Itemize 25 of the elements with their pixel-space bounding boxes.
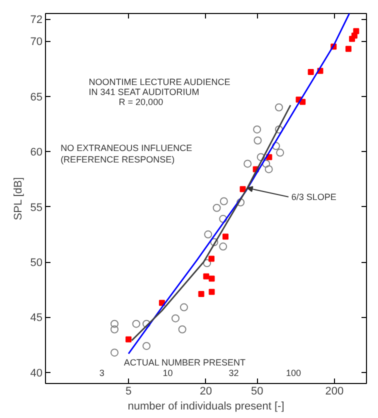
y-tick-label: 40 bbox=[30, 367, 43, 380]
annotation: (REFERENCE RESPONSE) bbox=[60, 154, 175, 164]
annotation: 6/3 SLOPE bbox=[291, 192, 336, 202]
annotation: 32 bbox=[228, 368, 239, 378]
x-tick-label: 200 bbox=[325, 386, 344, 398]
x-axis-title: number of individuals present [-] bbox=[128, 400, 284, 412]
annotation: R = 20,000 bbox=[118, 96, 164, 107]
annotation: NOONTIME LECTURE AUDIENCE bbox=[88, 76, 230, 87]
annotation: 100 bbox=[286, 368, 302, 378]
y-tick-label: 50 bbox=[30, 257, 43, 270]
annotation: IN 341 SEAT AUDITORIUM bbox=[88, 86, 200, 97]
y-tick-label: 45 bbox=[30, 312, 43, 324]
annotation: ACTUAL NUMBER PRESENT bbox=[124, 358, 246, 368]
y-tick-label: 72 bbox=[30, 14, 43, 26]
y-tick-label: 65 bbox=[30, 91, 43, 104]
x-tick-label: 20 bbox=[200, 386, 212, 398]
annotation: 10 bbox=[162, 368, 173, 378]
annotation: NO EXTRANEOUS INFLUENCE bbox=[60, 143, 192, 154]
x-tick-label: 50 bbox=[250, 386, 264, 398]
y-tick-label: 55 bbox=[30, 202, 43, 214]
x-tick-label: 5 bbox=[125, 386, 132, 398]
y-tick-label: 70 bbox=[30, 36, 43, 48]
annotation: 3 bbox=[99, 368, 104, 378]
y-axis-title: SPL [dB] bbox=[12, 177, 24, 220]
y-tick-label: 60 bbox=[30, 146, 43, 159]
